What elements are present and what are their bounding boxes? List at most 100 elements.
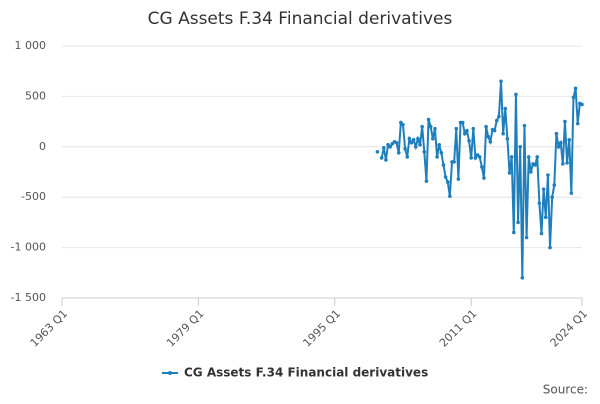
series-marker	[482, 176, 486, 180]
series-marker	[488, 139, 493, 144]
series-marker	[426, 117, 431, 122]
series-marker	[435, 155, 439, 159]
series-marker	[494, 118, 499, 123]
series-marker	[384, 158, 388, 162]
series-marker	[413, 145, 418, 149]
series-marker	[518, 145, 522, 149]
series-marker	[388, 145, 392, 149]
series-marker	[541, 187, 546, 191]
series-marker	[554, 131, 559, 136]
series-marker	[448, 194, 452, 198]
series-marker	[571, 95, 576, 100]
series-marker	[418, 142, 422, 147]
series-marker	[379, 156, 384, 160]
series-marker	[424, 179, 429, 183]
y-tick-label: -500	[21, 190, 46, 203]
series-marker	[445, 180, 450, 184]
series-marker	[507, 171, 512, 175]
series-marker	[565, 161, 569, 165]
x-tick-label: 2024 Q1	[548, 307, 591, 350]
y-tick-label: 500	[25, 89, 46, 102]
series-marker	[537, 201, 542, 206]
series-marker	[467, 138, 471, 143]
x-tick-label: 1979 Q1	[164, 307, 207, 350]
series-marker	[514, 92, 518, 97]
series-marker	[503, 106, 508, 111]
legend-label: CG Assets F.34 Financial derivatives	[184, 366, 428, 380]
series-marker	[431, 136, 435, 141]
series-marker	[484, 124, 488, 129]
series-marker	[439, 151, 444, 155]
chart-title: CG Assets F.34 Financial derivatives	[148, 9, 453, 29]
x-tick-label: 1963 Q1	[28, 307, 71, 350]
series-marker	[501, 131, 505, 136]
series-marker	[512, 230, 516, 235]
series-marker	[452, 160, 456, 164]
y-tick-label: 1 000	[15, 39, 47, 52]
series-marker	[401, 122, 405, 127]
series-marker	[499, 79, 503, 84]
series-marker	[469, 156, 473, 160]
series-marker	[416, 136, 420, 141]
series-marker	[561, 162, 565, 166]
series-line	[380, 81, 583, 278]
series-marker	[569, 191, 574, 195]
series-marker	[524, 235, 529, 240]
series-marker	[433, 126, 437, 131]
legend-marker	[168, 371, 172, 375]
series-marker	[575, 121, 580, 126]
series-marker	[456, 177, 461, 181]
series-marker	[375, 150, 380, 154]
series-marker	[480, 165, 484, 169]
series-marker	[543, 215, 548, 220]
series-marker	[477, 155, 482, 159]
series-marker	[411, 137, 416, 142]
series-marker	[520, 276, 525, 280]
series-marker	[405, 155, 410, 159]
series-marker	[471, 126, 476, 131]
series-marker	[394, 140, 399, 145]
series-marker	[526, 155, 531, 159]
series-marker	[516, 220, 520, 225]
series-marker	[539, 231, 544, 236]
series-marker	[437, 142, 442, 147]
series-marker	[522, 123, 527, 128]
series-marker	[465, 128, 469, 133]
y-tick-label: 0	[39, 140, 46, 153]
series-marker	[497, 114, 501, 119]
series-marker	[580, 102, 584, 107]
series-marker	[396, 151, 401, 155]
series-marker	[529, 170, 533, 174]
series-marker	[505, 136, 510, 141]
x-tick-label: 2011 Q1	[437, 307, 480, 350]
series-marker	[407, 136, 412, 141]
x-tick-label: 1995 Q1	[300, 307, 343, 350]
series-marker	[558, 140, 563, 145]
series-marker	[563, 119, 567, 124]
series-marker	[422, 150, 427, 154]
series-marker	[556, 145, 561, 149]
series-marker	[443, 175, 448, 179]
series-marker	[573, 86, 578, 91]
series-marker	[552, 183, 557, 187]
y-tick-label: -1 000	[11, 241, 46, 254]
series-marker	[441, 163, 446, 167]
source: Source:	[543, 383, 588, 397]
y-tick-label: -1 500	[11, 291, 46, 304]
series-marker	[546, 173, 550, 177]
series-marker	[460, 120, 465, 125]
series-marker	[454, 126, 459, 131]
series-marker	[382, 146, 386, 150]
series-marker	[462, 131, 467, 136]
series-marker	[473, 156, 478, 160]
series-marker	[428, 124, 433, 129]
series-marker	[409, 140, 414, 145]
series-marker	[509, 155, 514, 159]
series-marker	[486, 134, 491, 139]
series-marker	[550, 195, 554, 199]
series-marker	[535, 155, 540, 159]
series-marker	[567, 137, 572, 142]
series-marker	[420, 124, 424, 129]
series-marker	[403, 147, 407, 151]
series-marker	[533, 163, 537, 167]
